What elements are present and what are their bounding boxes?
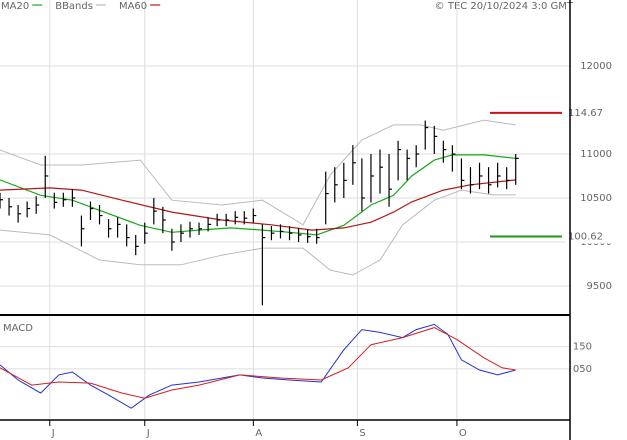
bband-upper — [0, 119, 516, 226]
legend-label: MA20 — [1, 1, 29, 12]
level-label-bg — [566, 229, 614, 244]
y-tick-label: 12000 — [580, 61, 612, 72]
level-label: 100.62 — [568, 232, 603, 243]
macd-line — [0, 323, 516, 409]
level-label: 114.67 — [568, 108, 603, 119]
y-tick-label: 10500 — [580, 193, 612, 204]
macd-line — [0, 327, 516, 399]
moving-average — [0, 179, 516, 231]
x-tick-label: J — [146, 428, 150, 439]
level-label-bg — [566, 105, 614, 120]
bband-lower — [0, 189, 516, 276]
x-tick-label: S — [359, 428, 365, 439]
legend-label: MA60 — [119, 1, 147, 12]
x-tick-label: A — [255, 428, 262, 439]
y-tick-label: 11000 — [580, 149, 612, 160]
x-tick-label: J — [51, 428, 55, 439]
x-tick-label: O — [459, 428, 467, 439]
macd-title: MACD — [3, 323, 33, 334]
copyright: © TEC 20/10/2024 3:0 GMT — [435, 1, 574, 12]
y-tick-label: 9500 — [587, 281, 612, 292]
y-tick-label: 150 — [573, 342, 592, 353]
y-tick-label: 050 — [573, 364, 592, 375]
legend-label: BBands — [55, 1, 93, 12]
